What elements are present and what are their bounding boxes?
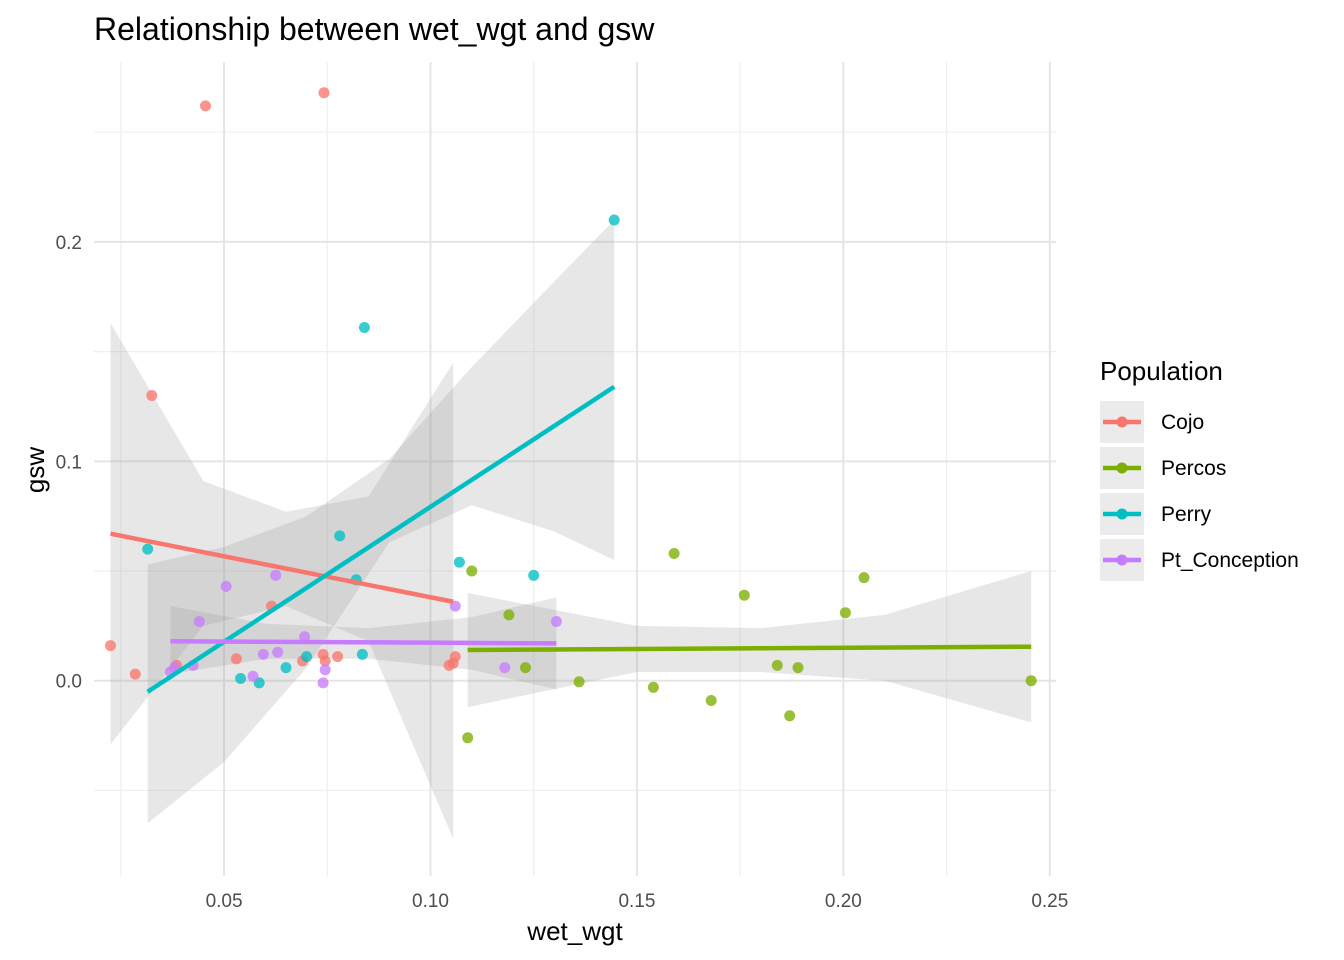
data-point-pt-conception xyxy=(499,662,511,674)
data-point-perry xyxy=(608,214,620,226)
data-point-cojo xyxy=(332,651,344,663)
data-point-perry xyxy=(301,651,313,663)
data-point-pt-conception xyxy=(193,616,205,627)
data-point-percos xyxy=(839,607,851,619)
x-tick-labels: 0.05 0.10 0.15 0.20 0.25 xyxy=(206,891,1069,912)
data-points xyxy=(105,87,1037,744)
y-tick-label: 0.2 xyxy=(56,233,82,254)
data-point-percos xyxy=(858,572,870,584)
data-point-pt-conception xyxy=(299,631,311,643)
confidence-band-perry xyxy=(147,220,615,824)
data-point-pt-conception xyxy=(550,616,562,627)
data-point-percos xyxy=(647,681,659,693)
legend-label-cojo: Cojo xyxy=(1161,411,1204,434)
confidence-bands xyxy=(110,220,1032,839)
data-point-perry xyxy=(528,569,540,581)
chart-title: Relationship between wet_wgt and gsw xyxy=(94,11,655,47)
data-point-cojo xyxy=(200,100,211,112)
legend-key-point xyxy=(1116,554,1128,566)
data-point-percos xyxy=(462,732,474,744)
x-tick-label: 0.05 xyxy=(206,891,243,912)
data-point-percos xyxy=(503,609,515,621)
data-point-pt-conception xyxy=(319,664,331,676)
legend-title: Population xyxy=(1100,356,1223,386)
data-point-perry xyxy=(358,322,370,333)
data-point-pt-conception xyxy=(220,580,232,592)
data-point-percos xyxy=(784,710,796,722)
data-point-percos xyxy=(771,659,783,671)
data-point-cojo xyxy=(318,87,330,99)
data-point-cojo xyxy=(146,390,158,401)
legend: Population Cojo Percos Perry Pt_Conception xyxy=(1100,356,1299,581)
grid-lines xyxy=(94,62,1056,876)
data-point-percos xyxy=(520,662,531,674)
data-point-perry xyxy=(142,543,154,555)
data-point-pt-conception xyxy=(247,670,259,682)
data-point-cojo xyxy=(449,651,461,663)
data-point-pt-conception xyxy=(270,569,282,581)
data-point-perry xyxy=(280,662,292,674)
data-point-perry xyxy=(356,648,368,660)
data-point-percos xyxy=(573,676,585,688)
data-point-percos xyxy=(1025,675,1037,687)
fit-lines xyxy=(110,384,1032,694)
data-point-cojo xyxy=(230,653,242,665)
legend-label-percos: Percos xyxy=(1161,457,1226,480)
data-point-perry xyxy=(334,530,346,542)
data-point-percos xyxy=(668,548,680,559)
x-tick-label: 0.10 xyxy=(412,891,449,912)
x-tick-label: 0.20 xyxy=(825,891,862,912)
legend-key-point xyxy=(1116,462,1128,474)
data-point-percos xyxy=(738,589,750,601)
data-point-percos xyxy=(705,695,717,706)
x-tick-label: 0.15 xyxy=(618,891,655,912)
data-point-percos xyxy=(466,565,478,577)
data-point-pt-conception xyxy=(272,646,284,658)
fit-line-pt-conception xyxy=(170,638,557,646)
x-tick-label: 0.25 xyxy=(1031,891,1068,912)
y-tick-label: 0.1 xyxy=(56,452,82,473)
data-point-cojo xyxy=(129,668,141,680)
legend-key-point xyxy=(1116,508,1128,520)
data-point-pt-conception xyxy=(257,648,269,660)
legend-label-perry: Perry xyxy=(1161,503,1212,526)
legend-label-pt-conception: Pt_Conception xyxy=(1161,549,1299,572)
data-point-cojo xyxy=(319,655,331,667)
x-axis-label: wet_wgt xyxy=(526,916,623,946)
fit-line-cojo xyxy=(110,531,454,604)
legend-key-point xyxy=(1116,416,1128,428)
y-tick-label: 0.0 xyxy=(56,672,82,693)
data-point-perry xyxy=(453,556,465,568)
confidence-band-cojo xyxy=(110,323,454,839)
data-point-cojo xyxy=(105,640,116,652)
y-tick-labels: 0.0 0.1 0.2 xyxy=(56,233,82,693)
y-axis-label: gsw xyxy=(20,447,50,493)
data-point-percos xyxy=(792,662,804,674)
fit-line-percos xyxy=(467,644,1032,653)
data-point-pt-conception xyxy=(317,677,329,689)
data-point-perry xyxy=(235,673,247,684)
